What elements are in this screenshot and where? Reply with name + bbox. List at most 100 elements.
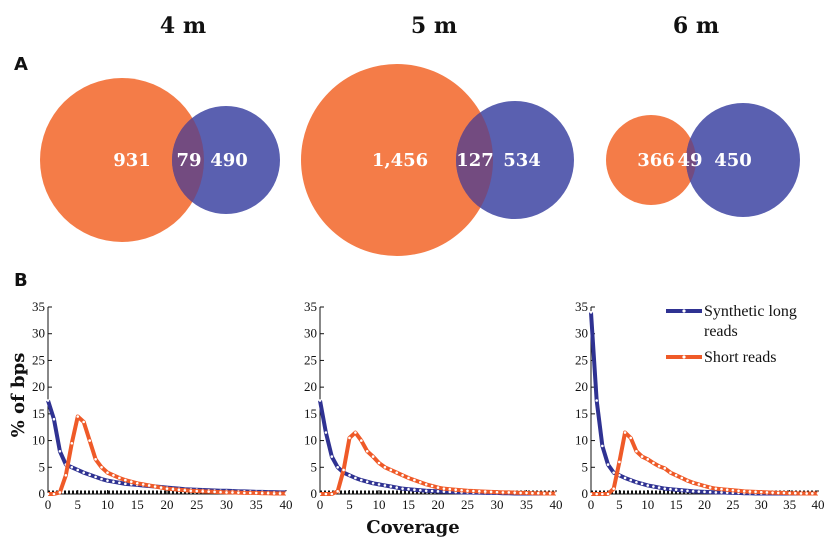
point-short-4m-14 <box>130 480 133 484</box>
y-tick-label-4m-30: 30 <box>32 326 45 341</box>
point-short-4m-7 <box>88 439 91 442</box>
point-long-5m-3 <box>336 465 340 469</box>
point-long-6m-3 <box>606 463 610 466</box>
point-short-5m-18 <box>424 483 428 486</box>
point-long-5m-1 <box>324 431 328 434</box>
point-short-4m-40 <box>284 492 288 495</box>
point-short-5m-12 <box>389 468 393 472</box>
point-long-5m-0 <box>318 399 322 402</box>
venn-5m-right-label: 534 <box>503 150 541 171</box>
point-long-5m-15 <box>407 487 410 491</box>
point-long-4m-13 <box>124 482 127 486</box>
point-short-5m-35 <box>525 491 528 495</box>
point-long-5m-6 <box>354 476 357 480</box>
point-short-5m-25 <box>466 489 469 493</box>
y-tick-label-6m-20: 20 <box>575 379 588 394</box>
coverage-plot-4m: 0 5 10 15 20 25 30 35 0 5 10 15 20 25 30 35 40 <box>32 299 293 512</box>
y-tick-label-6m-5: 5 <box>582 459 589 474</box>
x-tick-label-4m-0: 0 <box>45 497 52 512</box>
y-tick-label-6m-0: 0 <box>582 486 589 501</box>
point-short-6m-21 <box>708 486 712 489</box>
point-long-5m-18 <box>424 489 428 493</box>
point-long-5m-5 <box>348 474 351 477</box>
point-short-6m-6 <box>623 431 627 434</box>
point-short-5m-19 <box>430 484 434 488</box>
point-short-6m-29 <box>754 490 757 494</box>
y-tick-label-4m-10: 10 <box>32 433 45 448</box>
point-short-5m-14 <box>401 474 404 477</box>
venn-5m-left-circle <box>301 64 493 256</box>
point-long-6m-22 <box>714 491 718 494</box>
venn-4m-left-circle <box>40 78 204 242</box>
point-short-5m-13 <box>395 471 399 474</box>
point-short-6m-15 <box>674 474 678 477</box>
point-short-5m-15 <box>407 476 410 480</box>
point-long-6m-13 <box>663 487 667 490</box>
point-long-6m-9 <box>640 482 644 486</box>
point-short-4m-36 <box>260 491 264 495</box>
y-tick-label-4m-0: 0 <box>39 486 46 501</box>
point-short-5m-23 <box>454 488 458 492</box>
point-long-6m-8 <box>635 480 638 484</box>
point-short-4m-21 <box>171 487 175 491</box>
venn-5m-overlap-label: 127 <box>456 150 494 171</box>
venn-6m: 366 49 450 <box>606 103 800 217</box>
x-tick-label-4m-15: 15 <box>131 497 144 512</box>
point-short-4m-31 <box>231 491 234 494</box>
column-title-5m: 5 m <box>411 13 457 39</box>
point-short-5m-32 <box>507 491 511 494</box>
legend: Synthetic long reads Short reads <box>666 303 797 366</box>
legend-short-marker <box>682 355 686 359</box>
point-short-6m-39 <box>811 492 814 495</box>
point-long-4m-11 <box>112 480 115 484</box>
y-tick-label-4m-25: 25 <box>32 352 45 367</box>
y-tick-label-6m-35: 35 <box>575 299 588 314</box>
point-short-5m-8 <box>365 449 369 453</box>
point-long-4m-4 <box>70 465 74 469</box>
point-long-5m-11 <box>383 484 387 487</box>
point-short-5m-22 <box>448 487 452 491</box>
point-short-6m-9 <box>640 455 644 458</box>
coverage-plot-5m: 0 5 10 15 20 25 30 35 0 5 10 15 20 25 30 35 40 <box>304 299 563 512</box>
point-long-5m-14 <box>401 487 404 490</box>
venn-6m-left-circle <box>606 115 696 205</box>
point-long-6m-19 <box>697 490 701 493</box>
y-tick-label-5m-15: 15 <box>304 406 317 421</box>
point-short-6m-26 <box>737 489 740 493</box>
point-short-6m-3 <box>606 492 610 496</box>
point-long-6m-2 <box>601 444 604 448</box>
legend-short-label: Short reads <box>704 349 776 366</box>
point-long-5m-7 <box>360 478 363 482</box>
x-tick-label-5m-30: 30 <box>491 497 504 512</box>
point-short-5m-29 <box>489 490 493 494</box>
x-tick-label-6m-0: 0 <box>588 497 595 512</box>
point-short-4m-30 <box>225 491 228 494</box>
point-long-6m-11 <box>652 485 655 488</box>
x-axis-label: Coverage <box>366 517 459 538</box>
y-tick-label-5m-30: 30 <box>304 326 317 341</box>
point-short-4m-23 <box>183 488 187 492</box>
point-short-4m-18 <box>153 485 157 488</box>
point-short-5m-27 <box>478 490 481 493</box>
point-long-6m-17 <box>686 489 689 493</box>
point-long-5m-2 <box>330 455 334 458</box>
point-short-5m-17 <box>419 480 422 484</box>
point-short-5m-37 <box>537 491 540 495</box>
point-long-4m-12 <box>118 481 121 485</box>
point-short-4m-19 <box>159 486 163 489</box>
point-short-4m-1 <box>52 492 56 496</box>
point-short-4m-11 <box>112 474 115 477</box>
point-long-6m-21 <box>708 490 712 494</box>
point-long-5m-13 <box>395 486 399 489</box>
point-short-5m-34 <box>519 491 522 495</box>
x-tick-label-6m-35: 35 <box>783 497 796 512</box>
panel-label-b: B <box>14 270 28 291</box>
x-tick-label-5m-40: 40 <box>550 497 563 512</box>
point-long-4m-0 <box>46 399 50 402</box>
y-tick-label-5m-35: 35 <box>304 299 317 314</box>
point-short-4m-0 <box>46 492 50 496</box>
point-short-6m-37 <box>799 492 803 495</box>
point-long-6m-23 <box>720 491 723 494</box>
point-short-6m-18 <box>691 481 695 485</box>
point-long-5m-12 <box>389 485 393 488</box>
